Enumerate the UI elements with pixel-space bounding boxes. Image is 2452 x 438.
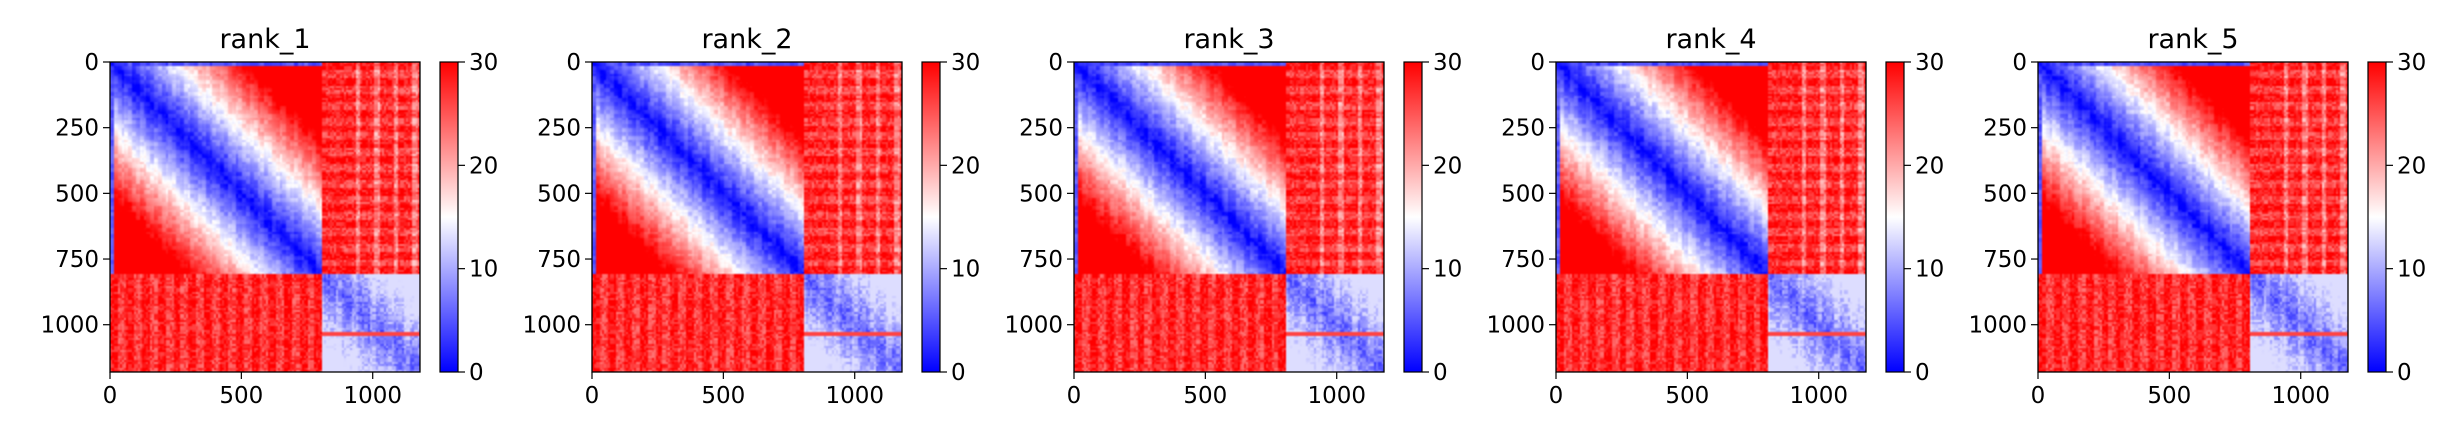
y-tick-label: 1000 — [1486, 313, 1545, 339]
y-tick-label: 250 — [537, 116, 581, 142]
y-tick-label: 500 — [1501, 181, 1545, 207]
heatmap-panel-5: rank_5 0 500 1000 0 250 500 750 1000 0 10 20 30 — [1968, 24, 2426, 409]
y-tick-label: 1000 — [1004, 313, 1063, 339]
x-tick-label: 1000 — [343, 383, 402, 409]
panel-title: rank_5 — [2147, 24, 2238, 55]
panel-title: rank_4 — [1665, 24, 1756, 55]
heatmap-image — [1074, 62, 1384, 372]
axes-frame — [1555, 61, 1867, 373]
x-tick-label: 0 — [103, 383, 118, 409]
colorbar-tick-label: 0 — [951, 360, 966, 386]
x-tick-label: 0 — [2031, 383, 2046, 409]
y-tick-label: 500 — [1983, 181, 2027, 207]
y-tick-label: 750 — [537, 247, 581, 273]
heatmap-image — [110, 62, 420, 372]
panel-title: rank_3 — [1183, 24, 1274, 55]
colorbar-tick-label: 0 — [1433, 360, 1448, 386]
heatmap-panel-1: rank_1 0 500 1000 0 250 500 750 1000 0 10 20 30 — [40, 24, 498, 409]
panel-title: rank_1 — [219, 24, 310, 55]
y-tick-label: 250 — [55, 116, 99, 142]
colorbar-tick-label: 10 — [1915, 257, 1944, 283]
colorbar — [1885, 61, 1905, 373]
colorbar-tick-label: 20 — [1433, 153, 1462, 179]
y-tick-label: 250 — [1019, 116, 1063, 142]
heatmap-image — [592, 62, 902, 372]
colorbar — [921, 61, 941, 373]
heatmap-image — [2038, 62, 2348, 372]
colorbar-tick-label: 10 — [951, 257, 980, 283]
panel-title: rank_2 — [701, 24, 792, 55]
colorbar — [1403, 61, 1423, 373]
y-tick-label: 750 — [1019, 247, 1063, 273]
axes-frame — [109, 61, 421, 373]
colorbar-tick-label: 20 — [1915, 153, 1944, 179]
y-tick-label: 0 — [566, 50, 581, 76]
x-tick-label: 1000 — [1307, 383, 1366, 409]
x-tick-label: 0 — [585, 383, 600, 409]
colorbar — [2367, 61, 2387, 373]
colorbar-tick-label: 30 — [469, 50, 498, 76]
heatmap-image — [1556, 62, 1866, 372]
heatmap-panel-4: rank_4 0 500 1000 0 250 500 750 1000 0 10 20 30 — [1486, 24, 1944, 409]
colorbar-tick-label: 20 — [2397, 153, 2426, 179]
y-tick-label: 1000 — [40, 313, 99, 339]
heatmap-panel-3: rank_3 0 500 1000 0 250 500 750 1000 0 10 20 30 — [1004, 24, 1462, 409]
y-tick-label: 250 — [1501, 116, 1545, 142]
colorbar-tick-label: 20 — [469, 153, 498, 179]
colorbar-tick-label: 10 — [2397, 257, 2426, 283]
colorbar — [439, 61, 459, 373]
colorbar-tick-label: 10 — [1433, 257, 1462, 283]
colorbar-tick-label: 20 — [951, 153, 980, 179]
x-tick-label: 500 — [219, 383, 263, 409]
y-tick-label: 0 — [84, 50, 99, 76]
axes-frame — [591, 61, 903, 373]
x-tick-label: 500 — [1665, 383, 1709, 409]
x-tick-label: 500 — [1183, 383, 1227, 409]
y-tick-label: 1000 — [1968, 313, 2027, 339]
y-tick-label: 750 — [1983, 247, 2027, 273]
x-tick-label: 1000 — [1789, 383, 1848, 409]
y-tick-label: 1000 — [522, 313, 581, 339]
y-tick-label: 0 — [1048, 50, 1063, 76]
y-tick-label: 250 — [1983, 116, 2027, 142]
colorbar-tick-label: 30 — [951, 50, 980, 76]
colorbar-tick-label: 30 — [1915, 50, 1944, 76]
y-tick-label: 500 — [537, 181, 581, 207]
x-tick-label: 0 — [1067, 383, 1082, 409]
x-tick-label: 500 — [2147, 383, 2191, 409]
colorbar-tick-label: 0 — [1915, 360, 1930, 386]
x-tick-label: 0 — [1549, 383, 1564, 409]
x-tick-label: 1000 — [825, 383, 884, 409]
colorbar-tick-label: 0 — [2397, 360, 2412, 386]
colorbar-tick-label: 30 — [1433, 50, 1462, 76]
x-tick-label: 1000 — [2271, 383, 2330, 409]
colorbar-tick-label: 30 — [2397, 50, 2426, 76]
y-tick-label: 500 — [55, 181, 99, 207]
y-tick-label: 500 — [1019, 181, 1063, 207]
colorbar-tick-label: 10 — [469, 257, 498, 283]
x-tick-label: 500 — [701, 383, 745, 409]
axes-frame — [2037, 61, 2349, 373]
y-tick-label: 750 — [1501, 247, 1545, 273]
colorbar-tick-label: 0 — [469, 360, 484, 386]
y-tick-label: 0 — [2012, 50, 2027, 76]
y-tick-label: 750 — [55, 247, 99, 273]
y-tick-label: 0 — [1530, 50, 1545, 76]
axes-frame — [1073, 61, 1385, 373]
heatmap-panel-2: rank_2 0 500 1000 0 250 500 750 1000 0 10 20 30 — [522, 24, 980, 409]
